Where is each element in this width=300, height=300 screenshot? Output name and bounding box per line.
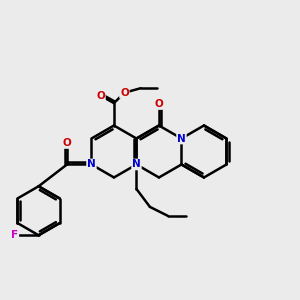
Text: O: O <box>96 91 105 101</box>
Text: N: N <box>177 134 186 143</box>
Text: O: O <box>154 99 163 109</box>
Text: N: N <box>132 160 141 170</box>
Text: O: O <box>63 138 71 148</box>
Text: O: O <box>120 88 129 98</box>
Text: N: N <box>87 160 96 170</box>
Text: F: F <box>11 230 18 240</box>
